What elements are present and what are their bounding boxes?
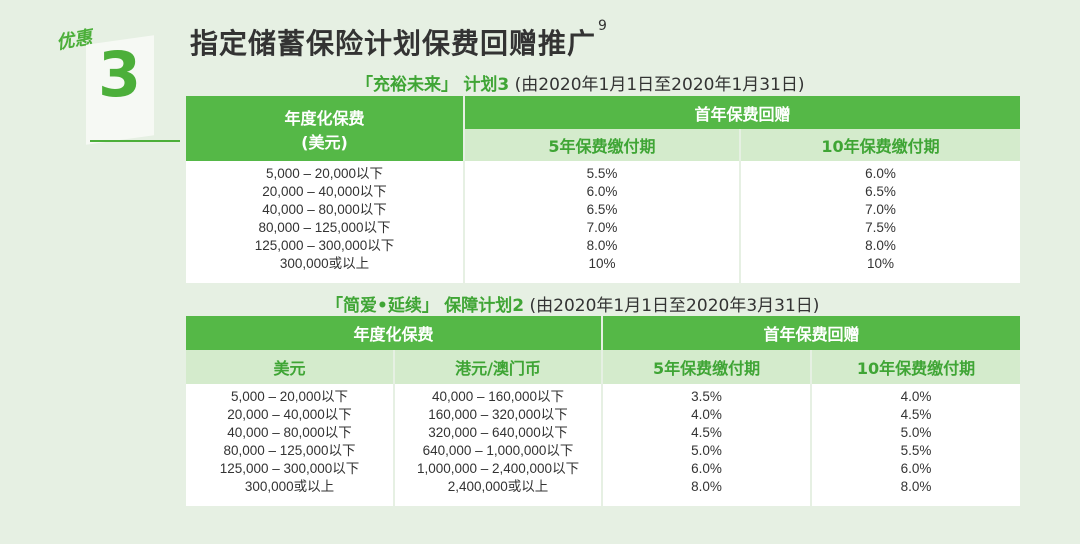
plan1-table: 年度化保费 (美元) 首年保费回赠 5年保费缴付期 10年保费缴付期 5,000…	[186, 96, 1021, 283]
plan1-10yr-header: 10年保费缴付期	[740, 129, 1021, 161]
plan1-period: (由2020年1月1日至2020年1月31日)	[514, 75, 805, 95]
plan1-range: 300,000或以上	[279, 256, 370, 271]
plan2-rate-10yr: 6.0%	[900, 461, 932, 476]
plan2-title: 「简爱•延续」 保障计划2 (由2020年1月1日至2020年3月31日)	[326, 291, 819, 316]
plan1-rate-5yr: 6.5%	[586, 202, 618, 217]
plan2-10yr-cell: 4.0% 4.5% 5.0% 5.5% 6.0% 8.0%	[811, 384, 1021, 506]
plan1-5yr-header: 5年保费缴付期	[464, 129, 741, 161]
plan2-5yr-cell: 3.5% 4.0% 4.5% 5.0% 6.0% 8.0%	[602, 384, 813, 506]
plan1-rate-10yr: 10%	[866, 256, 895, 271]
plan2-rate-10yr: 5.5%	[900, 443, 932, 458]
plan1-ranges-cell: 5,000 – 20,000以下 20,000 – 40,000以下 40,00…	[186, 161, 465, 283]
plan2-hkd-header: 港元/澳门币	[394, 350, 604, 384]
plan1-range: 125,000 – 300,000以下	[254, 238, 395, 253]
plan1-10yr-cell: 6.0% 6.5% 7.0% 7.5% 8.0% 10%	[740, 161, 1021, 283]
plan2-10yr-header: 10年保费缴付期	[811, 350, 1021, 384]
plan2-5yr-header: 5年保费缴付期	[602, 350, 813, 384]
plan1-rate-10yr: 7.0%	[865, 202, 896, 217]
plan2-premium-header: 年度化保费	[186, 316, 604, 350]
plan2-period: (由2020年1月1日至2020年3月31日)	[529, 296, 820, 316]
page-title: 指定储蓄保险计划保费回赠推广9	[190, 18, 608, 62]
plan1-rate-5yr: 6.0%	[586, 184, 618, 199]
plan1-range: 20,000 – 40,000以下	[262, 184, 387, 199]
plan2-rate-5yr: 8.0%	[691, 479, 722, 494]
plan2-hkd-range: 320,000 – 640,000以下	[428, 425, 568, 440]
plan2-usd-cell: 5,000 – 20,000以下 20,000 – 40,000以下 40,00…	[186, 384, 395, 506]
plan1-premium-unit: (美元)	[301, 132, 348, 152]
plan2-rate-10yr: 5.0%	[900, 425, 932, 440]
plan2-hkd-range: 160,000 – 320,000以下	[428, 407, 568, 422]
plan2-suffix: 保障计划2	[444, 296, 525, 316]
plan1-rebate-header: 首年保费回赠	[464, 96, 1021, 129]
plan2-rate-10yr: 4.0%	[900, 389, 932, 404]
offer-underline	[90, 140, 180, 142]
plan1-rate-10yr: 6.5%	[865, 184, 896, 199]
plan1-rate-10yr: 7.5%	[865, 220, 896, 235]
plan2-usd-range: 20,000 – 40,000以下	[227, 407, 352, 422]
plan1-rate-5yr: 8.0%	[586, 238, 618, 253]
plan2-rate-10yr: 4.5%	[900, 407, 932, 422]
plan2-usd-range: 125,000 – 300,000以下	[219, 461, 360, 476]
plan2-hkd-range: 40,000 – 160,000以下	[431, 389, 565, 404]
title-footnote: 9	[598, 18, 608, 34]
plan2-rebate-header: 首年保费回赠	[602, 316, 1021, 350]
plan1-name: 「充裕未来」	[356, 75, 458, 95]
plan2-rate-5yr: 4.5%	[691, 425, 722, 440]
plan1-5yr-cell: 5.5% 6.0% 6.5% 7.0% 8.0% 10%	[464, 161, 741, 283]
plan2-hkd-cell: 40,000 – 160,000以下 160,000 – 320,000以下 3…	[394, 384, 604, 506]
plan1-premium-label: 年度化保费	[284, 108, 365, 128]
plan2-usd-range: 80,000 – 125,000以下	[223, 443, 356, 458]
plan1-rate-5yr: 7.0%	[586, 220, 618, 235]
plan2-rate-5yr: 6.0%	[691, 461, 722, 476]
plan1-range: 80,000 – 125,000以下	[258, 220, 391, 235]
plan2-rate-5yr: 5.0%	[691, 443, 722, 458]
plan1-range: 5,000 – 20,000以下	[265, 166, 384, 181]
plan2-hkd-range: 640,000 – 1,000,000以下	[422, 443, 574, 458]
plan1-range: 40,000 – 80,000以下	[262, 202, 387, 217]
plan2-usd-header: 美元	[186, 350, 395, 384]
page-title-text: 指定储蓄保险计划保费回赠推广	[190, 27, 597, 60]
plan2-usd-range: 5,000 – 20,000以下	[230, 389, 349, 404]
plan2-usd-range: 300,000或以上	[244, 479, 335, 494]
plan1-premium-header: 年度化保费 (美元)	[186, 96, 465, 161]
plan2-rate-10yr: 8.0%	[900, 479, 932, 494]
plan1-title: 「充裕未来」 计划3 (由2020年1月1日至2020年1月31日)	[356, 70, 805, 95]
plan1-rate-5yr: 5.5%	[586, 166, 618, 181]
plan2-hkd-range: 1,000,000 – 2,400,000以下	[416, 461, 580, 476]
plan2-hkd-range: 2,400,000或以上	[447, 479, 549, 494]
plan2-rate-5yr: 3.5%	[691, 389, 722, 404]
plan1-rate-5yr: 10%	[588, 256, 616, 271]
plan2-name: 「简爱•延续」	[326, 296, 439, 316]
plan1-rate-10yr: 8.0%	[865, 238, 896, 253]
offer-number: 3	[98, 38, 142, 111]
plan2-table: 年度化保费 首年保费回赠 美元 港元/澳门币 5年保费缴付期 10年保费缴付期 …	[186, 316, 1021, 506]
plan1-rate-10yr: 6.0%	[865, 166, 896, 181]
plan2-rate-5yr: 4.0%	[691, 407, 722, 422]
plan2-usd-range: 40,000 – 80,000以下	[227, 425, 352, 440]
plan1-suffix: 计划3	[463, 75, 510, 95]
